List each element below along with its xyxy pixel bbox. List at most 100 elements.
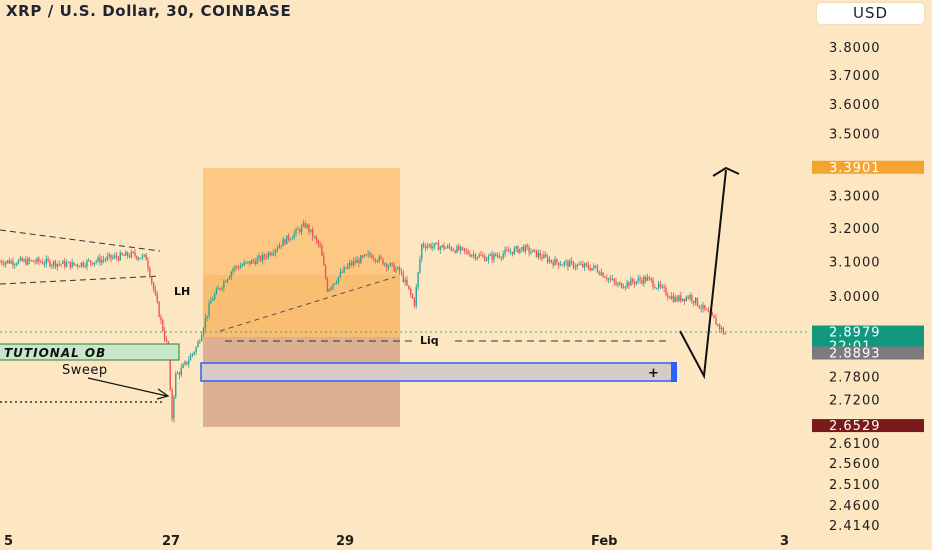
candle-body (328, 288, 330, 292)
candle-body (267, 252, 269, 258)
price-tag-label: 3.3901 (829, 161, 881, 176)
candle-body (212, 299, 214, 301)
candle-body (119, 252, 121, 261)
candle-body (67, 261, 70, 264)
candle-body (28, 258, 31, 261)
candle-body (337, 276, 340, 282)
candle-body (526, 245, 528, 247)
candle-body (354, 261, 356, 263)
candle-body (202, 328, 205, 336)
candle-body (683, 298, 686, 301)
demand-zone-cross-icon[interactable]: + (648, 366, 659, 381)
candle-body (672, 295, 675, 302)
demand-zone-box[interactable] (200, 362, 675, 382)
candle-body (223, 281, 225, 288)
demand-zone-handle[interactable] (671, 362, 677, 382)
price-tag[interactable] (812, 419, 924, 433)
y-tick-label: 3.1000 (829, 255, 881, 270)
candle-body (591, 267, 593, 271)
candle-body (408, 285, 410, 289)
candle-body (472, 254, 475, 256)
candle-body (432, 246, 434, 249)
lower-trendline[interactable] (0, 275, 161, 285)
candle-body (397, 267, 399, 269)
candle-body (663, 286, 665, 288)
candle-body (445, 247, 447, 249)
candle-body (40, 261, 42, 263)
candle-body (10, 261, 12, 264)
currency-button[interactable]: USD (817, 3, 924, 24)
candle-body (241, 265, 244, 267)
candle-body (506, 249, 508, 251)
candle-body (265, 256, 268, 258)
candle-body (711, 312, 713, 316)
lower-range-box[interactable] (203, 337, 400, 427)
candle-body (371, 255, 373, 259)
candle-body (197, 341, 199, 348)
candle-body (378, 256, 380, 262)
candle-body (582, 263, 584, 268)
candle-body (112, 257, 114, 259)
candle-body (230, 271, 232, 277)
candle-body (600, 272, 602, 275)
candle-body (41, 262, 44, 264)
candle-body (110, 254, 112, 259)
lh-label: LH (174, 285, 190, 298)
y-tick-label: 2.5600 (829, 457, 881, 472)
candle-body (315, 236, 318, 241)
candle-body (239, 266, 242, 269)
candle-body (317, 240, 319, 245)
candle-body (334, 283, 336, 285)
candle-body (326, 278, 329, 292)
candle-body (533, 249, 536, 251)
candle-body (0, 261, 1, 263)
candle-body (1, 261, 3, 264)
candle-body (548, 259, 551, 262)
candle-body (426, 245, 429, 249)
candle-body (191, 353, 194, 356)
candle-body (395, 268, 397, 272)
candle-body (213, 294, 216, 300)
candle-body (537, 252, 540, 258)
candle-body (410, 288, 412, 295)
candle-body (434, 242, 436, 247)
price-tag[interactable] (812, 346, 924, 360)
candle-body (722, 327, 725, 334)
candle-body (639, 278, 641, 281)
sweep-arrow[interactable] (87, 377, 168, 397)
price-tag[interactable] (812, 160, 924, 174)
candle-body (45, 258, 47, 264)
candle-body (311, 229, 314, 238)
candle-body (469, 253, 471, 257)
candle-body (21, 257, 23, 262)
candle-body (173, 396, 175, 419)
price-axis[interactable]: 3.8000 3.7000 3.6000 3.5000 3.3000 3.2000 3.10… (812, 41, 924, 534)
candle-body (606, 277, 608, 280)
candle-body (561, 264, 564, 266)
projection-path[interactable] (679, 169, 727, 380)
candle-body (145, 254, 147, 261)
upper-trendline[interactable] (0, 229, 161, 252)
candle-body (184, 361, 186, 365)
y-tick-label: 3.8000 (829, 41, 881, 56)
candle-body (286, 235, 288, 245)
candle-body (452, 250, 454, 252)
candle-body (369, 253, 371, 256)
candle-body (550, 259, 552, 263)
ob-label-box[interactable] (0, 343, 180, 361)
candle-body (696, 297, 699, 306)
candle-body (210, 300, 212, 304)
candle-body (62, 260, 64, 264)
y-tick-label: 2.7200 (829, 393, 881, 408)
candle-body (30, 260, 33, 262)
time-axis[interactable]: 5 27 29 Feb 3 (4, 534, 789, 549)
candle-body (141, 255, 144, 259)
candle-body (519, 248, 521, 253)
candle-body (704, 304, 706, 310)
candle-body (356, 259, 358, 263)
lh-trendline[interactable] (219, 276, 396, 332)
candle-body (498, 255, 501, 258)
candle-body (6, 260, 9, 263)
candle-body (106, 256, 108, 260)
